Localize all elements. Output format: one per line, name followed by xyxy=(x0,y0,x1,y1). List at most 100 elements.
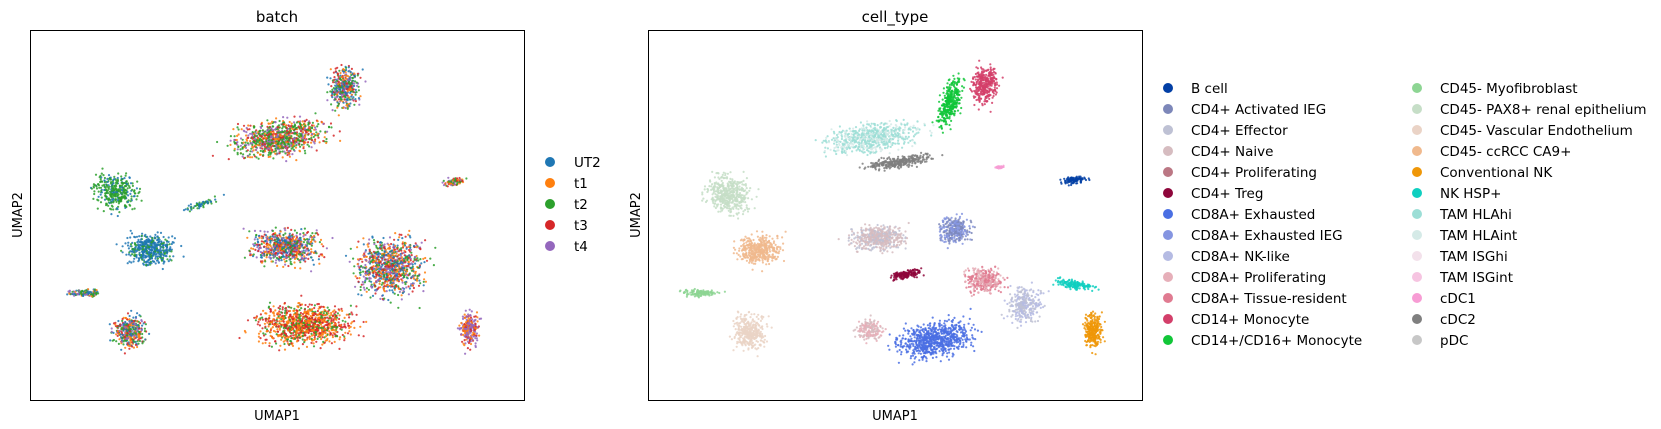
legend-label: t4 xyxy=(574,239,588,255)
legend-label: CD4+ Naive xyxy=(1191,144,1273,160)
batch-plot-area xyxy=(66,63,483,355)
legend-marker xyxy=(1412,314,1422,324)
cell-type-legend: B cell CD4+ Activated IEG CD4+ Effector CD4… xyxy=(1163,81,1647,349)
point-cluster xyxy=(889,267,925,282)
legend-marker xyxy=(1412,209,1422,219)
legend-marker xyxy=(1163,335,1173,345)
legend-label: CD14+/CD16+ Monocyte xyxy=(1191,333,1362,349)
point-cluster xyxy=(441,176,468,188)
point-cluster xyxy=(326,63,367,117)
point-cluster xyxy=(66,288,100,298)
legend-label: t2 xyxy=(574,197,588,213)
legend-marker xyxy=(545,157,555,167)
legend-label: CD8A+ Tissue-resident xyxy=(1191,291,1347,307)
point-cluster xyxy=(108,309,151,355)
point-cluster xyxy=(238,294,368,352)
legend-label: CD4+ Effector xyxy=(1191,123,1288,139)
legend-label: TAM ISGint xyxy=(1439,270,1513,286)
legend-label: TAM HLAhi xyxy=(1439,207,1512,223)
batch-panel: batch UMAP1 UMAP2 UT2 t1 t2 t3 t4 xyxy=(11,8,601,424)
legend-label: CD4+ Activated IEG xyxy=(1191,102,1326,118)
legend-label: TAM ISGhi xyxy=(1439,249,1508,265)
legend-label: CD45- Vascular Endothelium xyxy=(1440,123,1633,139)
point-cluster xyxy=(728,310,773,358)
legend-marker xyxy=(1163,167,1173,177)
point-cluster xyxy=(211,112,342,163)
legend-label: t1 xyxy=(574,176,588,192)
point-cluster xyxy=(887,307,983,366)
legend-label: CD45- ccRCC CA9+ xyxy=(1440,144,1571,160)
point-cluster xyxy=(182,193,225,213)
batch-xlabel: UMAP1 xyxy=(254,409,300,424)
legend-label: CD14+ Monocyte xyxy=(1191,312,1309,328)
legend-label: t3 xyxy=(574,218,588,234)
legend-label: cDC1 xyxy=(1440,291,1476,307)
cell-type-title: cell_type xyxy=(862,8,929,27)
legend-label: TAM HLAint xyxy=(1439,228,1517,244)
legend-label: pDC xyxy=(1440,333,1468,349)
point-cluster xyxy=(963,265,1010,298)
legend-marker xyxy=(1412,188,1422,198)
legend-marker xyxy=(545,241,555,251)
legend-marker xyxy=(1163,125,1173,135)
batch-ylabel: UMAP2 xyxy=(11,192,26,238)
legend-marker xyxy=(545,220,555,230)
legend-marker xyxy=(545,178,555,188)
point-cluster xyxy=(1059,175,1091,187)
legend-label: CD8A+ Exhausted IEG xyxy=(1191,228,1343,244)
legend-marker xyxy=(1163,104,1173,114)
legend-marker xyxy=(1412,104,1422,114)
point-cluster xyxy=(242,226,334,273)
cell-type-axes-frame xyxy=(648,30,1143,401)
legend-marker xyxy=(1163,272,1173,282)
batch-axes-frame xyxy=(30,30,525,401)
legend-marker xyxy=(1412,125,1422,135)
legend-marker xyxy=(1163,230,1173,240)
point-cluster xyxy=(89,167,143,218)
legend-marker xyxy=(1412,83,1422,93)
point-cluster xyxy=(678,287,727,299)
point-cluster xyxy=(732,230,787,273)
cell-type-plot-area xyxy=(678,59,1106,366)
legend-label: B cell xyxy=(1191,81,1228,97)
legend-marker xyxy=(1412,146,1422,156)
legend-label: CD45- PAX8+ renal epithelium xyxy=(1440,102,1647,118)
point-cluster xyxy=(344,229,437,310)
batch-title: batch xyxy=(256,8,298,26)
point-cluster xyxy=(938,212,976,250)
point-cluster xyxy=(456,308,483,355)
legend-marker xyxy=(1163,146,1173,156)
legend-marker xyxy=(1163,188,1173,198)
legend-label: Conventional NK xyxy=(1440,165,1553,181)
point-cluster xyxy=(115,229,185,271)
point-cluster xyxy=(837,221,910,255)
point-cluster xyxy=(969,59,1004,113)
legend-marker xyxy=(1412,251,1422,261)
point-cluster xyxy=(1052,276,1100,292)
legend-label: CD4+ Treg xyxy=(1191,186,1263,202)
legend-label: cDC2 xyxy=(1440,312,1476,328)
legend-marker xyxy=(1412,167,1422,177)
legend-marker xyxy=(1163,209,1173,219)
point-cluster xyxy=(852,314,887,345)
legend-marker xyxy=(1412,293,1422,303)
legend-marker xyxy=(1412,335,1422,345)
legend-marker xyxy=(1412,272,1422,282)
legend-marker xyxy=(545,199,555,209)
legend-marker xyxy=(1412,230,1422,240)
point-cluster xyxy=(994,164,1005,170)
legend-label: CD45- Myofibroblast xyxy=(1440,81,1578,97)
point-cluster xyxy=(1081,310,1106,356)
legend-label: UT2 xyxy=(574,155,601,171)
point-cluster xyxy=(814,118,935,158)
cell-type-xlabel: UMAP1 xyxy=(872,409,918,424)
legend-marker xyxy=(1163,293,1173,303)
legend-label: CD4+ Proliferating xyxy=(1191,165,1317,181)
legend-label: NK HSP+ xyxy=(1440,186,1501,202)
legend-label: CD8A+ Exhausted xyxy=(1191,207,1315,223)
cell-type-panel: cell_type UMAP1 UMAP2 B cell CD4+ Activat… xyxy=(629,8,1647,424)
legend-marker xyxy=(1163,314,1173,324)
batch-legend: UT2 t1 t2 t3 t4 xyxy=(545,155,601,255)
legend-marker xyxy=(1163,251,1173,261)
